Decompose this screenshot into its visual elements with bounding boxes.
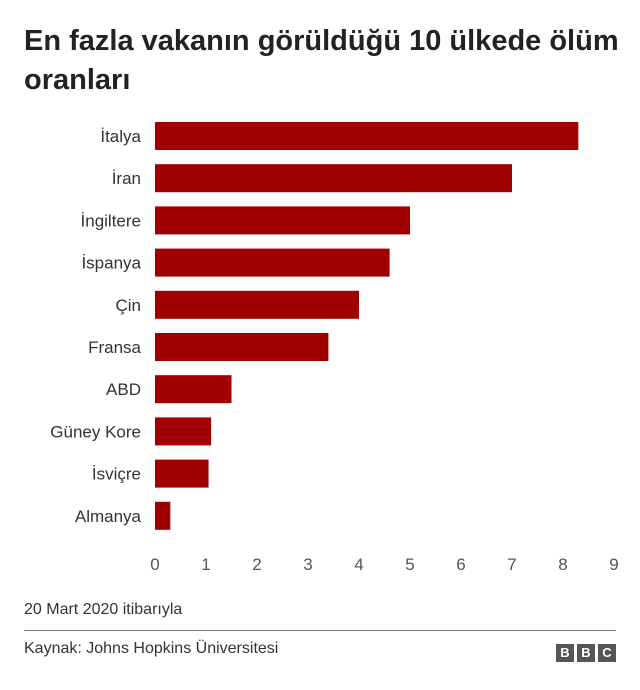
x-tick-label: 2 [252, 555, 261, 574]
bar [155, 375, 232, 404]
x-tick-label: 6 [456, 555, 465, 574]
x-tick-label: 1 [201, 555, 210, 574]
x-tick-label: 5 [405, 555, 414, 574]
chart-title: En fazla vakanın görüldüğü 10 ülkede ölü… [24, 25, 619, 96]
logo-letter: B [556, 644, 574, 662]
bar-chart: İtalya İran İngiltere İspanya Çin Fransa ABD Gü… [50, 122, 619, 574]
category-labels: İtalya İran İngiltere İspanya Çin Fransa ABD Gü… [50, 127, 141, 526]
source-text: Kaynak: Johns Hopkins Üniversitesi [24, 640, 279, 657]
bar [155, 417, 212, 446]
x-axis-ticks: 0 1 2 3 4 5 6 7 8 9 [150, 555, 618, 574]
category-label: İtalya [100, 127, 141, 146]
category-label: İspanya [81, 254, 141, 273]
footer-divider [24, 630, 616, 631]
logo-letter: C [598, 644, 616, 662]
bar [155, 164, 512, 193]
category-label: İngiltere [81, 211, 141, 230]
category-label: Çin [115, 296, 141, 315]
category-label: İsviçre [92, 465, 141, 484]
category-label: Almanya [75, 507, 142, 526]
category-label: Fransa [88, 338, 141, 357]
bar [155, 459, 209, 488]
x-tick-label: 4 [354, 555, 363, 574]
bar [155, 333, 329, 361]
x-tick-label: 8 [558, 555, 567, 574]
date-note: 20 Mart 2020 itibarıyla [24, 601, 183, 618]
x-tick-label: 3 [303, 555, 312, 574]
bar [155, 290, 359, 319]
bar [155, 501, 171, 530]
bar [155, 248, 390, 277]
category-label: ABD [106, 380, 141, 399]
category-label: Güney Kore [50, 422, 141, 441]
bbc-logo: B B C [556, 644, 616, 662]
bar [155, 206, 410, 235]
x-tick-label: 9 [609, 555, 618, 574]
logo-letter: B [577, 644, 595, 662]
x-tick-label: 0 [150, 555, 159, 574]
category-label: İran [112, 169, 141, 188]
bars [155, 122, 579, 530]
bar [155, 122, 579, 150]
x-tick-label: 7 [507, 555, 516, 574]
